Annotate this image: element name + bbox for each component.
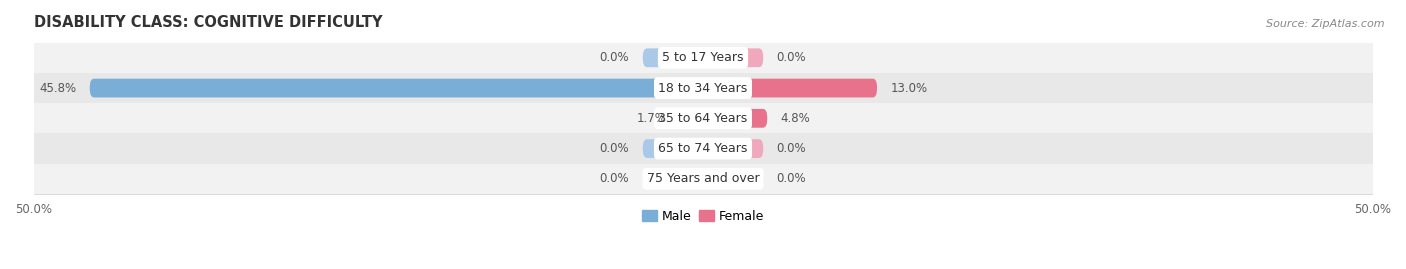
FancyBboxPatch shape bbox=[703, 169, 763, 188]
FancyBboxPatch shape bbox=[703, 139, 763, 158]
FancyBboxPatch shape bbox=[703, 48, 763, 67]
FancyBboxPatch shape bbox=[681, 109, 703, 128]
Text: 45.8%: 45.8% bbox=[39, 82, 76, 95]
FancyBboxPatch shape bbox=[703, 109, 768, 128]
FancyBboxPatch shape bbox=[703, 79, 877, 97]
FancyBboxPatch shape bbox=[643, 139, 703, 158]
Text: 0.0%: 0.0% bbox=[776, 51, 806, 64]
Text: 18 to 34 Years: 18 to 34 Years bbox=[658, 82, 748, 95]
Text: 1.7%: 1.7% bbox=[637, 112, 666, 125]
Text: 35 to 64 Years: 35 to 64 Years bbox=[658, 112, 748, 125]
Text: Source: ZipAtlas.com: Source: ZipAtlas.com bbox=[1267, 19, 1385, 29]
Bar bbox=[34, 103, 1372, 133]
FancyBboxPatch shape bbox=[90, 79, 703, 97]
Text: 65 to 74 Years: 65 to 74 Years bbox=[658, 142, 748, 155]
Text: 13.0%: 13.0% bbox=[890, 82, 928, 95]
Text: 75 Years and over: 75 Years and over bbox=[647, 172, 759, 185]
Text: DISABILITY CLASS: COGNITIVE DIFFICULTY: DISABILITY CLASS: COGNITIVE DIFFICULTY bbox=[34, 15, 382, 30]
Legend: Male, Female: Male, Female bbox=[637, 205, 769, 228]
Bar bbox=[34, 164, 1372, 194]
Text: 0.0%: 0.0% bbox=[776, 172, 806, 185]
Text: 0.0%: 0.0% bbox=[600, 51, 630, 64]
FancyBboxPatch shape bbox=[643, 169, 703, 188]
Text: 0.0%: 0.0% bbox=[776, 142, 806, 155]
Bar bbox=[34, 133, 1372, 164]
FancyBboxPatch shape bbox=[643, 48, 703, 67]
Text: 0.0%: 0.0% bbox=[600, 172, 630, 185]
Bar bbox=[34, 43, 1372, 73]
Bar bbox=[34, 73, 1372, 103]
Text: 4.8%: 4.8% bbox=[780, 112, 810, 125]
Text: 0.0%: 0.0% bbox=[600, 142, 630, 155]
Text: 5 to 17 Years: 5 to 17 Years bbox=[662, 51, 744, 64]
